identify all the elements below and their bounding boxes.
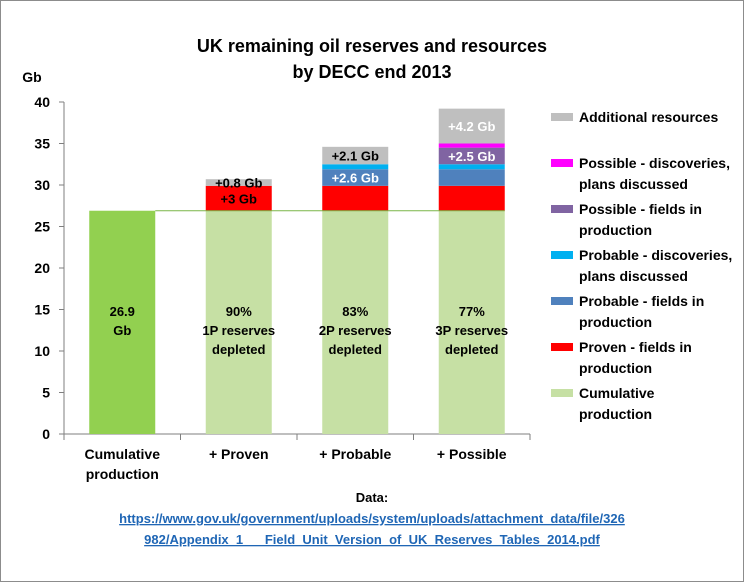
legend-label: Possible - discoveries, [579,155,730,171]
legend-swatch [551,113,573,121]
legend-label: production [579,406,652,422]
source-label: Data: [356,490,389,505]
plot-area: 0 5 10 15 20 25 30 35 40 Cumulative production 26.9… [34,94,531,482]
bar-segment [438,210,505,434]
legend-swatch [551,297,573,305]
bar-segment [322,146,389,165]
bar-label: 77% [459,304,485,319]
bar-segment [322,185,389,211]
legend-swatch [551,389,573,397]
bar-segment [438,147,505,165]
bar-segment [205,179,272,186]
bar-label: 2P reserves [319,323,392,338]
bar-segment [89,210,156,434]
bar-segment [205,185,272,211]
chart-title: UK remaining oil reserves and resources [197,36,547,56]
bar-label: 3P reserves [435,323,508,338]
legend-swatch [551,251,573,259]
bar-label: depleted [212,342,266,357]
segment-label: +4.2 Gb [448,119,495,134]
legend-label: Possible - fields in [579,201,702,217]
legend-swatch [551,205,573,213]
chart-subtitle: by DECC end 2013 [292,62,451,82]
legend-label: Probable - fields in [579,293,704,309]
y-tick-label: 0 [42,426,50,442]
bar-label: depleted [445,342,499,357]
legend-label: production [579,360,652,376]
bar-label: 90% [226,304,252,319]
bar-label: 1P reserves [202,323,275,338]
legend-label: Cumulative [579,385,655,401]
x-tick-label: + Probable [319,446,391,462]
y-tick-label: 15 [34,302,50,318]
bar-segment [322,169,389,186]
y-tick-label: 25 [34,219,50,235]
bar-segment [438,108,505,144]
legend-label: production [579,314,652,330]
legend-swatch [551,343,573,351]
segment-label: +2.6 Gb [332,171,379,186]
bar-label: 83% [342,304,368,319]
legend-label: production [579,222,652,238]
y-tick-label: 10 [34,343,50,359]
bar-label: Gb [113,323,131,338]
y-tick-label: 40 [34,94,50,110]
legend-label: plans discussed [579,176,688,192]
legend: Additional resources Possible - discoveri… [551,109,732,422]
source-link-line-2[interactable]: 982/Appendix_1___Field_Unit_Version_of_U… [144,532,600,547]
bar-segment [322,164,389,170]
legend-swatch [551,159,573,167]
y-tick-label: 20 [34,260,50,276]
y-tick-label: 5 [42,385,50,401]
bar-segment [438,169,505,186]
y-tick-label: 35 [34,136,50,152]
legend-label: Additional resources [579,109,718,125]
segment-label: +2.5 Gb [448,149,495,164]
segment-label: +3 Gb [221,191,258,206]
x-tick-label: + Possible [437,446,507,462]
x-tick-label: + Proven [209,446,269,462]
legend-label: Probable - discoveries, [579,247,732,263]
bar-label: depleted [329,342,383,357]
source-link-line-1[interactable]: https://www.gov.uk/government/uploads/sy… [119,511,625,526]
y-axis-label: Gb [22,69,41,85]
segment-label: +0.8 Gb [215,176,262,191]
legend-label: Proven - fields in [579,339,692,355]
segment-label: +2.1 Gb [332,149,379,164]
x-tick-label: production [86,466,159,482]
bar-segment [438,164,505,170]
y-tick-label: 30 [34,177,50,193]
bar-label: 26.9 [110,304,135,319]
bar-segment [438,143,505,148]
bar-segment [205,210,272,434]
bar-segment [438,185,505,211]
bar-segment [322,210,389,434]
x-tick-label: Cumulative [85,446,161,462]
legend-label: plans discussed [579,268,688,284]
